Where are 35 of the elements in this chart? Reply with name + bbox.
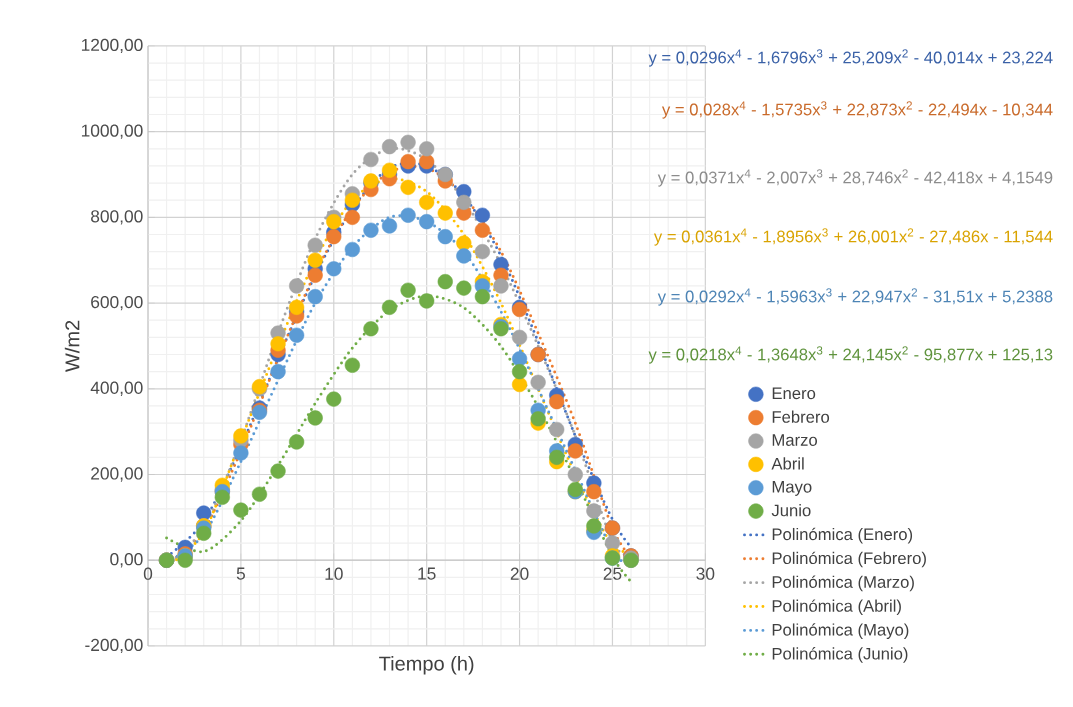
x-tick-label: 25 [603, 567, 622, 580]
x-tick-label: 30 [696, 567, 715, 580]
annotation: y = 0,0371x$^{4}$ - 2,007x$^{3}$ + 28,746x$^{2}$ - 42,418x + 4,1549 [657, 169, 1053, 187]
legend-label: Polinómica (Mayo) [772, 623, 909, 639]
y-tick-label: 800,00 [91, 210, 143, 225]
y-axis-title: W/m2 [64, 320, 80, 372]
legend-label: Mayo [772, 481, 812, 496]
legend-label: Polinómica (Abril) [772, 599, 901, 616]
legend-label: Polinómica (Marzo) [772, 575, 914, 592]
annotation: y = 0,0296x$^{4}$ - 1,6796x$^{3}$ + 25,209x$^{2}$ - 40,014x + 23,224 [648, 49, 1053, 67]
annotation: y = 0,0361x$^{4}$ - 1,8956x$^{3}$ + 26,001x$^{2}$ - 27,486x - 11,544 [653, 228, 1053, 246]
x-tick-label: 15 [418, 567, 436, 580]
y-tick-label: 1000,00 [81, 124, 143, 139]
legend-label: Febrero [772, 410, 830, 423]
legend-label: Abril [771, 457, 804, 470]
y-tick-label: 600,00 [91, 295, 143, 311]
legend-label: Junio [771, 504, 811, 517]
y-tick-label: 400,00 [90, 381, 143, 396]
legend-label: Polinómica (Junio) [772, 647, 908, 663]
annotation: y = 0,0218x$^{4}$ - 1,3648x$^{3}$ + 24,145x$^{2}$ - 95,877x + 125,13 [648, 346, 1053, 364]
annotation: y = 0,028x$^{4}$ - 1,5735x$^{3}$ + 22,873x$^{2}$ - 22,494x - 10,344 [661, 101, 1053, 119]
x-tick-label: 10 [325, 567, 343, 580]
x-tick-label: 0 [143, 567, 153, 580]
y-tick-label: 200,00 [91, 467, 143, 482]
annotation: y = 0,0292x$^{4}$ - 1,5963x$^{3}$ + 22,947x$^{2}$ - 31,51x + 5,2388 [657, 288, 1053, 306]
legend-label: Enero [772, 387, 816, 400]
legend-label: Polinómica (Febrero) [772, 551, 926, 568]
y-tick-label: -200,00 [85, 638, 143, 654]
x-tick-label: 5 [236, 567, 245, 580]
legend-label: Marzo [772, 434, 818, 446]
y-tick-label: 0,00 [110, 553, 143, 568]
legend-label: Polinómica (Enero) [772, 527, 913, 544]
x-axis-title: Tiempo (h) [379, 655, 474, 675]
x-tick-label: 20 [510, 567, 529, 580]
y-tick-label: 1200,00 [81, 38, 143, 54]
